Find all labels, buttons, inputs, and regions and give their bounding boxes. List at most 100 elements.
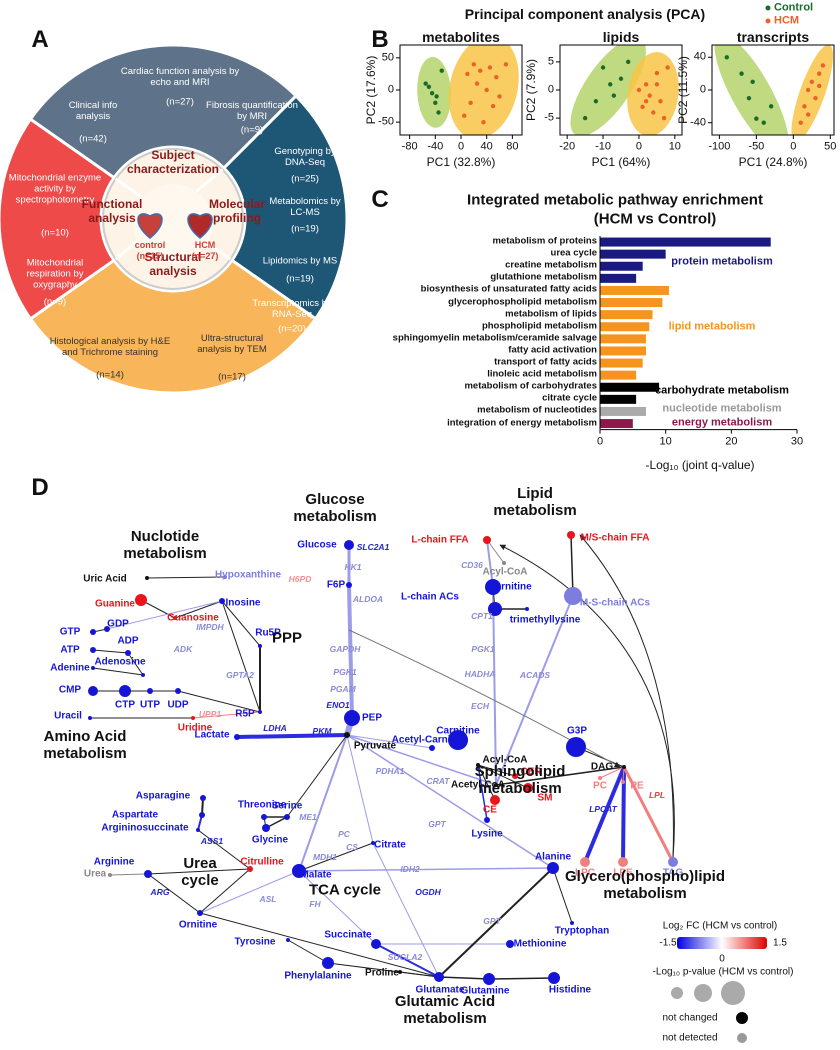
metabolite-node bbox=[91, 666, 95, 670]
metabolite-label: Serine bbox=[271, 800, 303, 812]
point bbox=[665, 65, 670, 70]
enzyme-label: ECH bbox=[471, 701, 489, 712]
metabolite-label: LPC bbox=[575, 867, 595, 879]
point bbox=[805, 112, 811, 117]
enzyme-label: LPCAT bbox=[589, 804, 617, 815]
sector-item: Genotyping by DNA-Seq bbox=[274, 146, 336, 168]
enzyme-label: IDH2 bbox=[400, 864, 420, 875]
metabolite-node bbox=[525, 607, 529, 611]
enzyme-label: CPT1 bbox=[471, 611, 493, 622]
pathway-edge bbox=[372, 842, 440, 978]
colorbar-tick: 0 bbox=[719, 953, 725, 965]
metabolite-node bbox=[488, 602, 502, 616]
metabolite-node bbox=[548, 972, 560, 984]
category-label: linoleic acid metabolism bbox=[487, 368, 597, 380]
metabolite-label: Uric Acid bbox=[83, 573, 127, 585]
colorbar-tick: 1.5 bbox=[773, 937, 787, 949]
metabolite-node bbox=[258, 710, 262, 714]
panel-label: D bbox=[31, 474, 49, 502]
enzyme-label: GPT bbox=[483, 916, 501, 927]
point bbox=[643, 99, 649, 104]
pathway-edge bbox=[140, 599, 176, 619]
metabolite-node bbox=[344, 732, 350, 738]
metabolite-label: Acetyl-Carnitine bbox=[391, 734, 469, 746]
metabolite-node bbox=[502, 561, 506, 565]
group-annotation: energy metabolism bbox=[671, 416, 773, 429]
metabolite-label: Ru5P bbox=[255, 627, 281, 639]
pathway-edge bbox=[346, 734, 374, 844]
sector-item: Transcriptomics by RNA-Seq bbox=[252, 298, 332, 320]
y-tick-label: -40 bbox=[690, 116, 706, 129]
pathway-edge bbox=[486, 539, 505, 564]
sector-item: Metabolomics by LC-MS bbox=[269, 196, 341, 218]
metabolite-node bbox=[119, 685, 131, 697]
x-tick-label: 80 bbox=[506, 140, 519, 153]
enzyme-label: LDHA bbox=[263, 723, 287, 734]
pathway-edge bbox=[199, 868, 251, 914]
quadrant-title: Molecular profiling bbox=[208, 197, 265, 225]
y-tick-label: -5 bbox=[544, 111, 554, 124]
point bbox=[802, 104, 807, 109]
y-tick-label: 0 bbox=[387, 83, 394, 96]
pathway-title: Amino Acid metabolism bbox=[43, 727, 127, 762]
group-annotation: protein metabolism bbox=[671, 255, 773, 268]
x-tick-label: 0 bbox=[457, 140, 465, 153]
point bbox=[439, 68, 444, 73]
metabolite-node bbox=[344, 540, 354, 550]
point bbox=[750, 79, 755, 85]
size-legend bbox=[721, 981, 745, 1005]
metabolite-node bbox=[125, 650, 131, 656]
metabolite-node bbox=[219, 598, 225, 604]
x-tick-label: -50 bbox=[748, 140, 765, 153]
sector-n: (n=19) bbox=[291, 223, 319, 235]
point bbox=[746, 95, 752, 101]
sector-item: Fibrosis quantification by MRI bbox=[206, 100, 298, 122]
metabolite-label: PC bbox=[593, 780, 607, 792]
metabolite-node bbox=[88, 716, 92, 720]
metabolite-label: Acyl-CoA bbox=[482, 754, 528, 766]
panel-label: B bbox=[371, 26, 389, 54]
pathway-edge bbox=[495, 595, 574, 786]
metabolite-label: UTP bbox=[140, 699, 160, 711]
point bbox=[608, 82, 613, 87]
category-label: citrate cycle bbox=[542, 392, 597, 404]
sector-item: Cardiac function analysis by echo and MR… bbox=[120, 66, 240, 88]
enzyme-label: UPP1 bbox=[198, 709, 222, 720]
sector bbox=[28, 43, 299, 180]
metabolite-label: Asparagine bbox=[135, 790, 191, 802]
category-label: integration of energy metabolism bbox=[447, 417, 597, 429]
legend-label: not changed bbox=[662, 1012, 718, 1024]
category-label: glycerophospholipid metabolism bbox=[448, 296, 597, 308]
pathway-edge bbox=[477, 764, 516, 777]
pathway-edge bbox=[221, 600, 261, 713]
metabolite-node bbox=[622, 765, 626, 769]
bar bbox=[600, 334, 646, 344]
point bbox=[643, 82, 649, 87]
metabolite-label: Guanine bbox=[94, 598, 136, 610]
metabolite-node bbox=[199, 812, 205, 818]
metabolite-node bbox=[284, 814, 290, 820]
metabolite-node bbox=[145, 576, 149, 580]
metabolite-label: Citrulline bbox=[240, 856, 284, 868]
metabolite-node bbox=[108, 873, 112, 877]
panel-label: A bbox=[31, 26, 49, 54]
metabolite-node bbox=[88, 686, 98, 696]
group-ellipse bbox=[417, 56, 452, 128]
category-label: urea cycle bbox=[550, 247, 597, 259]
point bbox=[487, 65, 493, 70]
x-tick-label: 10 bbox=[659, 435, 672, 448]
metabolite-label: Guanosine bbox=[167, 612, 219, 624]
y-tick-label: 40 bbox=[693, 50, 706, 63]
metabolite-label: M-S-chain ACs bbox=[579, 597, 651, 609]
metabolite-label: TAG bbox=[662, 867, 684, 879]
pathway-edge bbox=[298, 842, 374, 872]
metabolite-label: Tyrosine bbox=[234, 936, 276, 948]
sector-n: (n=27) bbox=[166, 96, 194, 108]
enzyme-label: ALDOA bbox=[352, 594, 384, 605]
pathway-edge bbox=[495, 766, 625, 786]
enzyme-label: ACADS bbox=[519, 670, 551, 681]
metabolite-label: Tryptophan bbox=[554, 925, 610, 937]
y-tick-label: 0 bbox=[699, 83, 706, 96]
point bbox=[654, 82, 660, 87]
metabolite-node bbox=[104, 626, 110, 632]
